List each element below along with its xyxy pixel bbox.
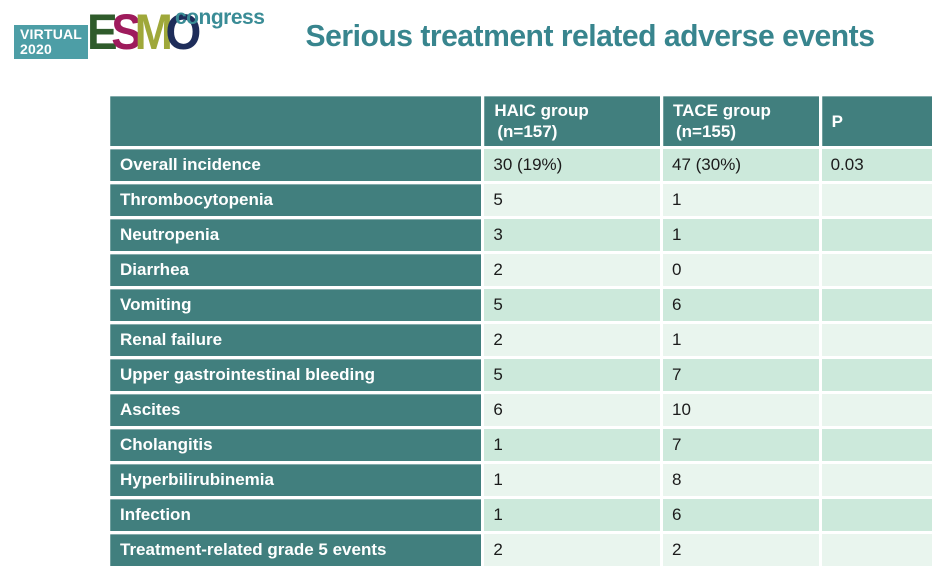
row-label: Treatment-related grade 5 events — [110, 534, 482, 566]
tace-value-cell: 0 — [663, 254, 819, 286]
haic-value-cell: 30 (19%) — [484, 149, 660, 181]
tace-value-cell: 7 — [663, 359, 819, 391]
esmo-wordmark: ESMO — [87, 4, 202, 60]
row-label: Hyperbilirubinemia — [110, 464, 482, 496]
haic-value-cell: 1 — [484, 499, 660, 531]
table-row: Treatment-related grade 5 events 2 2 — [110, 534, 932, 566]
p-value-cell — [821, 534, 932, 566]
congress-label: congress — [175, 6, 265, 29]
tace-value-cell: 2 — [663, 534, 819, 566]
tace-value-cell: 8 — [663, 464, 819, 496]
table-header-row: HAIC group (n=157) TACE group (n=155) P — [110, 96, 932, 146]
haic-value-cell: 5 — [484, 184, 660, 216]
tace-value-cell: 6 — [663, 499, 819, 531]
slide-title: Serious treatment related adverse events — [305, 18, 875, 53]
table-row: Cholangitis 1 7 — [110, 429, 932, 461]
esmo-letter-o: O — [165, 4, 202, 60]
tace-value-cell: 10 — [663, 394, 819, 426]
p-value-cell — [821, 464, 932, 496]
row-label: Upper gastrointestinal bleeding — [110, 359, 482, 391]
row-label: Cholangitis — [110, 429, 482, 461]
haic-value-cell: 2 — [484, 324, 660, 356]
haic-value-cell: 3 — [484, 219, 660, 251]
haic-value-cell: 2 — [484, 254, 660, 286]
tace-value-cell: 1 — [663, 219, 819, 251]
p-value-cell — [821, 499, 932, 531]
p-value-cell — [821, 289, 932, 321]
p-value-cell — [821, 219, 932, 251]
row-label: Thrombocytopenia — [110, 184, 482, 216]
p-value-cell — [821, 394, 932, 426]
table-row: Renal failure 2 1 — [110, 324, 932, 356]
row-label: Infection — [110, 499, 482, 531]
table-row: Diarrhea 2 0 — [110, 254, 932, 286]
header-cell: TACE group (n=155) — [663, 96, 819, 146]
virtual-label: VIRTUAL — [20, 26, 83, 42]
table-row: Overall incidence 30 (19%) 47 (30%) 0.03 — [110, 149, 932, 181]
table-row: Vomiting 5 6 — [110, 289, 932, 321]
table-row: Ascites 6 10 — [110, 394, 932, 426]
adverse-events-table: HAIC group (n=157) TACE group (n=155) P Over… — [107, 93, 935, 569]
haic-value-cell: 5 — [484, 359, 660, 391]
tace-value-cell: 47 (30%) — [663, 149, 819, 181]
tace-value-cell: 6 — [663, 289, 819, 321]
haic-value-cell: 1 — [484, 464, 660, 496]
tace-value-cell: 7 — [663, 429, 819, 461]
row-label: Neutropenia — [110, 219, 482, 251]
virtual-2020-badge: VIRTUAL 2020 — [14, 25, 88, 59]
p-value-cell — [821, 184, 932, 216]
header-cell: P — [821, 96, 932, 146]
table-row: Hyperbilirubinemia 1 8 — [110, 464, 932, 496]
esmo-letter-s: S — [111, 4, 142, 60]
p-value-cell — [821, 359, 932, 391]
esmo-letter-e: E — [87, 4, 118, 60]
haic-value-cell: 5 — [484, 289, 660, 321]
p-value-cell — [821, 429, 932, 461]
haic-value-cell: 6 — [484, 394, 660, 426]
table-row: Thrombocytopenia 5 1 — [110, 184, 932, 216]
table-row: Neutropenia 3 1 — [110, 219, 932, 251]
row-label: Overall incidence — [110, 149, 482, 181]
tace-value-cell: 1 — [663, 324, 819, 356]
p-value-cell — [821, 254, 932, 286]
p-value-cell: 0.03 — [821, 149, 932, 181]
row-label: Vomiting — [110, 289, 482, 321]
header-cell: HAIC group (n=157) — [484, 96, 660, 146]
row-label: Renal failure — [110, 324, 482, 356]
table-row: Upper gastrointestinal bleeding 5 7 — [110, 359, 932, 391]
row-label: Diarrhea — [110, 254, 482, 286]
header-cell-empty — [110, 96, 482, 146]
p-value-cell — [821, 324, 932, 356]
table-row: Infection 1 6 — [110, 499, 932, 531]
haic-value-cell: 2 — [484, 534, 660, 566]
esmo-letter-m: M — [134, 4, 173, 60]
row-label: Ascites — [110, 394, 482, 426]
tace-value-cell: 1 — [663, 184, 819, 216]
esmo-congress-logo: VIRTUAL 2020 ESMO congress — [14, 4, 265, 62]
virtual-year: 2020 — [20, 41, 52, 57]
haic-value-cell: 1 — [484, 429, 660, 461]
